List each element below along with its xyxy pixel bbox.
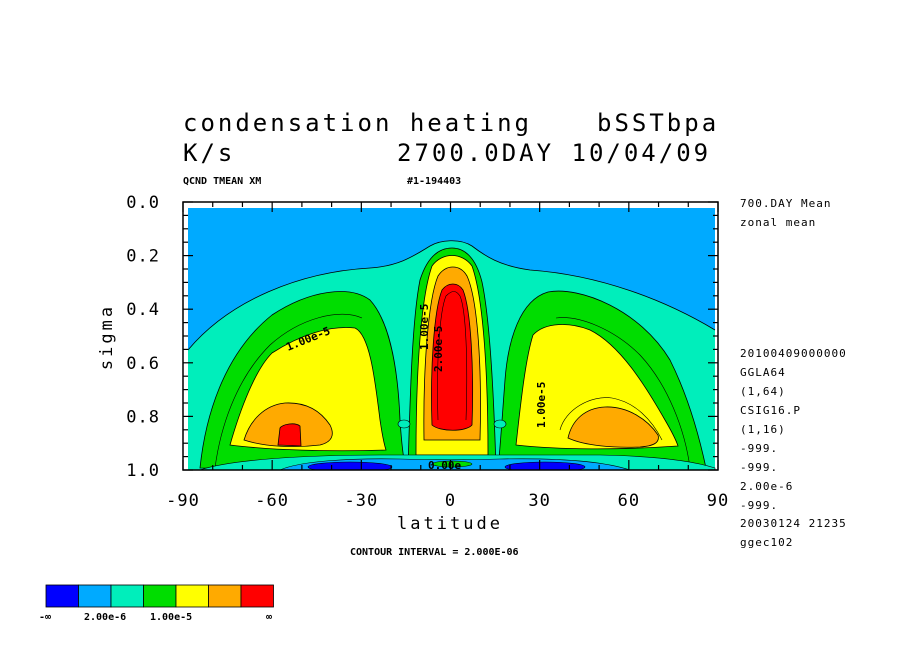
contour-label: 1.00e-5: [418, 304, 431, 350]
side-info-line: -999.: [740, 461, 778, 474]
x-tick-label: -60: [255, 491, 289, 511]
x-tick-label: 60: [618, 491, 640, 511]
y-tick-label: 0.0: [126, 193, 160, 213]
y-tick-label: 0.8: [126, 407, 160, 427]
side-info-line: (1,16): [740, 423, 786, 436]
side-info-line: GGLA64: [740, 366, 786, 379]
contour-field: [183, 202, 718, 470]
y-tick-label: 1.0: [126, 461, 160, 481]
side-info-line: -999.: [740, 442, 778, 455]
level-band-6-tropics: [431, 283, 473, 431]
colorbar-label: -∞: [39, 612, 51, 623]
side-info-line: CSIG16.P: [740, 404, 801, 417]
side-info-line: zonal mean: [740, 216, 816, 229]
colorbar-swatch: [175, 584, 209, 608]
side-info-line: 2.00e-6: [740, 480, 793, 493]
colorbar-label: 1.00e-5: [150, 612, 192, 623]
level-band-6-south: [277, 423, 302, 447]
contour-label: 0.00e: [428, 459, 461, 472]
contour-label: 1.00e-5: [535, 382, 548, 428]
colorbar-swatch: [240, 584, 274, 608]
x-tick-label: -90: [166, 491, 200, 511]
colorbar-swatch: [143, 584, 177, 608]
colorbar-swatch: [45, 584, 79, 608]
title-right: bSSTbpa: [597, 109, 719, 137]
side-info: 700.DAY Mean zonal mean 20100409000000 G…: [740, 197, 847, 549]
y-axis-label: sigma: [97, 304, 117, 370]
side-info-line: 20100409000000: [740, 347, 847, 360]
colorbar-swatch: [78, 584, 112, 608]
y-tick-label: 0.2: [126, 247, 160, 267]
colorbar: [45, 584, 274, 608]
contour-interval: CONTOUR INTERVAL = 2.000E-06: [350, 547, 519, 558]
side-info-line: (1,64): [740, 385, 786, 398]
run-label: #1-194403: [407, 176, 461, 187]
colorbar-label: ∞: [266, 612, 272, 623]
title-left: condensation heating: [183, 109, 532, 137]
side-info-line: 700.DAY Mean: [740, 197, 831, 210]
colorbar-swatch: [208, 584, 242, 608]
y-tick-label: 0.6: [126, 354, 160, 374]
colorbar-labels: -∞ 2.00e-6 1.00e-5 ∞: [39, 612, 272, 623]
contour-spot: [397, 419, 411, 429]
surface-minimum-south: [307, 461, 393, 470]
time-label: 2700.0DAY 10/04/09: [397, 139, 711, 167]
x-tick-label: -30: [344, 491, 378, 511]
variable-label: QCND TMEAN XM: [183, 176, 261, 187]
contour-label: 2.00e-5: [432, 326, 445, 372]
side-info-line: 20030124 21235: [740, 517, 847, 530]
axis-ticks: [182, 201, 719, 471]
side-info-line: ggec102: [740, 536, 793, 549]
surface-spot: [431, 460, 473, 468]
colorbar-swatch: [110, 584, 144, 608]
x-tick-label: 30: [528, 491, 550, 511]
side-info-line: -999.: [740, 499, 778, 512]
x-axis-label: latitude: [397, 514, 503, 534]
x-tick-label: 0: [445, 491, 456, 511]
axis-tick-labels: -90 -60 -30 0 30 60 90 0.0 0.2 0.4 0.6 0.8 1.0: [126, 193, 729, 511]
y-tick-label: 0.4: [126, 300, 160, 320]
contour-spot: [493, 419, 507, 429]
units-label: K/s: [183, 139, 235, 167]
colorbar-label: 2.00e-6: [84, 612, 126, 623]
x-tick-label: 90: [707, 491, 729, 511]
level-band-5-north: [567, 406, 659, 448]
surface-minimum-north: [504, 461, 586, 470]
